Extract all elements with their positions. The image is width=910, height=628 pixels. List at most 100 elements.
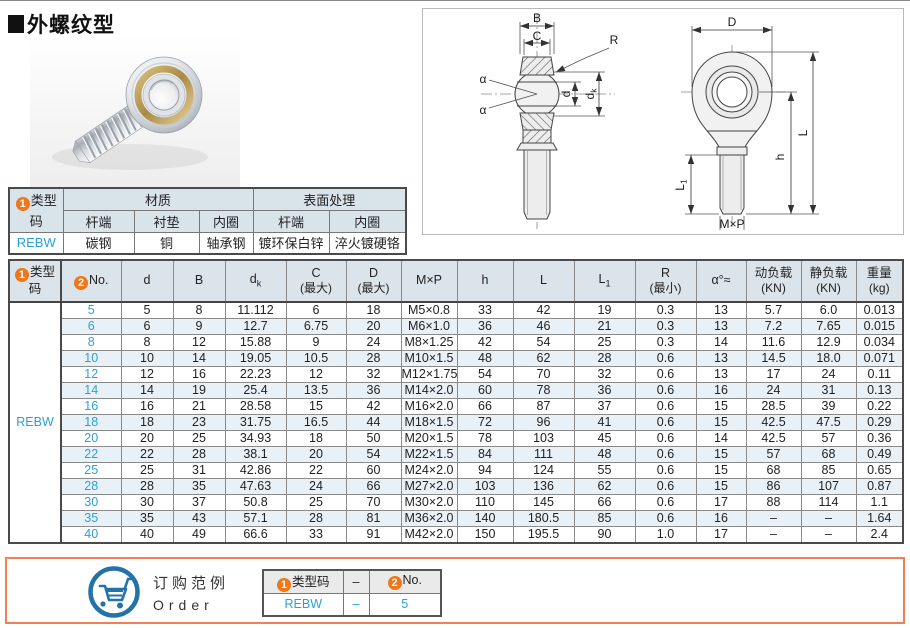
col-header-h: h (456, 259, 514, 303)
cell: 31 (800, 382, 857, 399)
material-group-header: 材质 (62, 187, 254, 211)
cell: 7.65 (800, 318, 857, 335)
cell: 2.4 (855, 526, 904, 544)
cell: 15 (695, 462, 747, 479)
cell: M5×0.8 (400, 301, 458, 319)
cell: 13 (695, 301, 747, 319)
cell: M36×2.0 (400, 510, 458, 527)
cell: 62 (573, 478, 636, 495)
cell: 49 (172, 526, 226, 544)
cell: 18 (285, 430, 347, 447)
cell: 19 (172, 382, 226, 399)
cell: 88 (745, 494, 802, 511)
cell: 0.6 (634, 494, 697, 511)
cell: 41 (573, 414, 636, 431)
material-sub-header: 杆端 (62, 209, 135, 233)
row-no-link[interactable]: 10 (60, 350, 122, 367)
row-no-link[interactable]: 12 (60, 366, 122, 383)
cell: 94 (456, 462, 514, 479)
row-no-link[interactable]: 20 (60, 430, 122, 447)
cell: 15.88 (224, 334, 287, 351)
cell: – (800, 510, 857, 527)
row-no-link[interactable]: 8 (60, 334, 122, 351)
cell: 32 (573, 366, 636, 383)
row-no-link[interactable]: 28 (60, 478, 122, 495)
cell: 12 (172, 334, 226, 351)
row-no-link[interactable]: 40 (60, 526, 122, 544)
dim-label-alpha-lower: α (480, 103, 487, 117)
cell: 15 (285, 398, 347, 415)
cell: 28 (285, 510, 347, 527)
cell: 84 (456, 446, 514, 463)
cell: 66 (573, 494, 636, 511)
cell: 16 (695, 510, 747, 527)
cell: 33 (456, 301, 514, 319)
cell: 38.1 (224, 446, 287, 463)
cell: 14 (695, 334, 747, 351)
table-row: 40 40 49 66.6 33 91 M42×2.0 150 195.5 90 1.0 17– –2.… (9, 526, 904, 544)
cell: 31 (172, 462, 226, 479)
row-no-link[interactable]: 18 (60, 414, 122, 431)
cell: 18.0 (800, 350, 857, 367)
cell: 40 (120, 526, 174, 544)
cell: 35 (172, 478, 226, 495)
cell: 11.6 (745, 334, 802, 351)
dim-label-dk: dk (583, 88, 599, 100)
col-header-type-code: 1 类型码 (8, 259, 62, 303)
row-no-link[interactable]: 22 (60, 446, 122, 463)
cell: 0.6 (634, 430, 697, 447)
type-code-cell: REBW (8, 301, 62, 544)
material-type-code: REBW (8, 231, 64, 255)
dim-label-D: D (728, 15, 737, 29)
cell: 107 (800, 478, 857, 495)
cell: 81 (345, 510, 402, 527)
cell: 6.0 (800, 301, 857, 319)
material-sub-header: 内圈 (198, 209, 254, 233)
cell: 11.112 (224, 301, 287, 319)
cell: 6 (285, 301, 347, 319)
cell: 68 (800, 446, 857, 463)
cell: 32 (345, 366, 402, 383)
row-no-link[interactable]: 30 (60, 494, 122, 511)
dim-label-L1: L1 (673, 179, 689, 191)
table-row: 8 8 12 15.88 9 24 M8×1.25 42 54 25 0.3 14 11.6 12.9 0.… (9, 334, 904, 351)
cell: 87 (512, 398, 575, 415)
cell: 23 (172, 414, 226, 431)
shopping-cart-icon (88, 566, 140, 618)
cell: 60 (456, 382, 514, 399)
cell: 18 (345, 301, 402, 319)
cell: 70 (345, 494, 402, 511)
cell: 28 (120, 478, 174, 495)
cell: 43 (172, 510, 226, 527)
row-no-link[interactable]: 5 (60, 301, 122, 319)
cell: 28.5 (745, 398, 802, 415)
cell: 0.65 (855, 462, 904, 479)
cell: M10×1.5 (400, 350, 458, 367)
cell: 66 (345, 478, 402, 495)
cell: 13 (695, 366, 747, 383)
cell: 14.5 (745, 350, 802, 367)
cell: 78 (512, 382, 575, 399)
row-no-link[interactable]: 14 (60, 382, 122, 399)
row-no-link[interactable]: 25 (60, 462, 122, 479)
material-value: 碳钢 (62, 231, 135, 255)
cell: 15 (695, 446, 747, 463)
cell: 12 (285, 366, 347, 383)
cell: 10 (120, 350, 174, 367)
cell: 0.6 (634, 510, 697, 527)
cell: – (800, 526, 857, 544)
cell: 24 (285, 478, 347, 495)
cell: 44 (345, 414, 402, 431)
cell: 17 (695, 494, 747, 511)
col-header-dk: dk (224, 259, 287, 303)
cell: 78 (456, 430, 514, 447)
cell: 85 (573, 510, 636, 527)
cell: 42 (345, 398, 402, 415)
cell: 103 (512, 430, 575, 447)
cell: 18 (120, 414, 174, 431)
row-no-link[interactable]: 16 (60, 398, 122, 415)
cell: M6×1.0 (400, 318, 458, 335)
material-table: 1 类型码 材质 表面处理 杆端 衬垫 内圈 杆端 内圈 REBW 碳钢 铜 轴承… (8, 187, 407, 255)
row-no-link[interactable]: 35 (60, 510, 122, 527)
row-no-link[interactable]: 6 (60, 318, 122, 335)
